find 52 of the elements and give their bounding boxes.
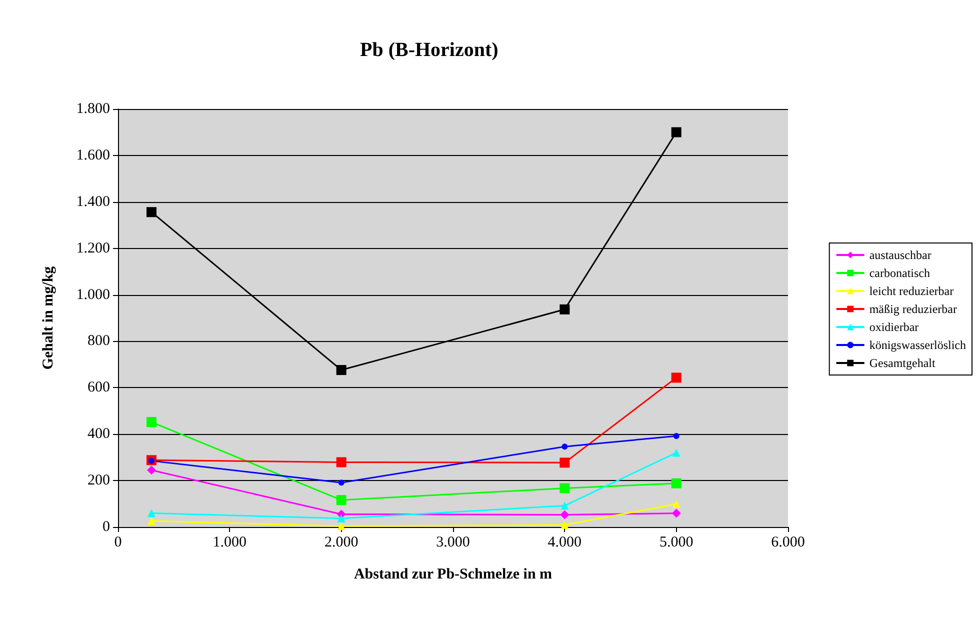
- point: [672, 448, 680, 457]
- x-tick-label: 2.000: [324, 534, 358, 550]
- y-tick-label: 800: [88, 333, 110, 350]
- point: [560, 458, 570, 468]
- legend-label: oxidierbar: [869, 320, 919, 334]
- legend-label: leicht reduzierbar: [869, 284, 954, 298]
- legend-label: austauschbar: [869, 248, 932, 262]
- point: [336, 365, 346, 376]
- point: [562, 444, 568, 450]
- point: [672, 500, 680, 508]
- point: [560, 520, 569, 529]
- point: [336, 495, 346, 506]
- point: [672, 508, 681, 518]
- x-tick-label: 5.000: [659, 534, 694, 550]
- y-tick-label: 1.200: [76, 240, 110, 256]
- legend-label: königswasserlöslich: [869, 338, 966, 352]
- x-tick-label: 3.000: [436, 534, 470, 550]
- legend-label: carbonatisch: [869, 266, 930, 280]
- point: [146, 207, 156, 218]
- x-tick-label: 0: [114, 534, 122, 550]
- y-axis-title: Gehalt in mg/kg: [40, 266, 56, 370]
- y-tick-label: 400: [88, 426, 110, 442]
- point: [146, 417, 156, 428]
- y-tick-label: 1.000: [76, 286, 110, 303]
- y-tick-label: 1.400: [76, 194, 110, 210]
- legend-label: Gesamtgehalt: [869, 356, 936, 370]
- point: [671, 372, 682, 383]
- legend-label: mäßig reduzierbar: [869, 302, 957, 316]
- x-axis-title: Abstand zur Pb-Schmelze in m: [354, 566, 553, 582]
- point: [560, 510, 570, 520]
- point: [148, 509, 156, 518]
- point: [337, 514, 346, 522]
- y-tick-label: 0: [102, 519, 110, 535]
- point: [338, 480, 344, 486]
- point: [337, 522, 346, 530]
- x-tick-label: 6.000: [771, 534, 805, 550]
- point: [336, 457, 346, 468]
- x-tick-label: 4.000: [548, 534, 582, 550]
- point: [560, 483, 570, 494]
- x-tick-label: 1.000: [212, 534, 247, 550]
- point: [671, 127, 682, 138]
- y-tick-label: 1.600: [76, 147, 110, 164]
- y-tick-label: 1.800: [76, 101, 110, 117]
- y-tick-label: 600: [88, 380, 110, 396]
- point: [148, 516, 156, 525]
- point: [673, 432, 680, 439]
- point: [560, 304, 570, 314]
- point: [560, 502, 569, 510]
- point: [147, 466, 156, 475]
- y-tick-label: 200: [88, 472, 110, 489]
- chart-title: Pb (B-Horizont): [360, 39, 498, 61]
- point: [671, 478, 682, 488]
